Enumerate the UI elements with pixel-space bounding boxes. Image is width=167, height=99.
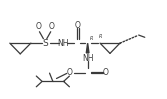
Text: O: O xyxy=(67,68,73,77)
Text: NH: NH xyxy=(82,54,93,63)
Text: R: R xyxy=(99,34,103,39)
Text: S: S xyxy=(42,39,48,48)
Polygon shape xyxy=(86,43,89,53)
Text: O: O xyxy=(35,22,41,31)
Text: R: R xyxy=(90,36,93,41)
Text: O: O xyxy=(75,21,81,30)
Text: NH: NH xyxy=(57,39,68,48)
Text: O: O xyxy=(49,22,55,31)
Text: O: O xyxy=(103,68,109,77)
